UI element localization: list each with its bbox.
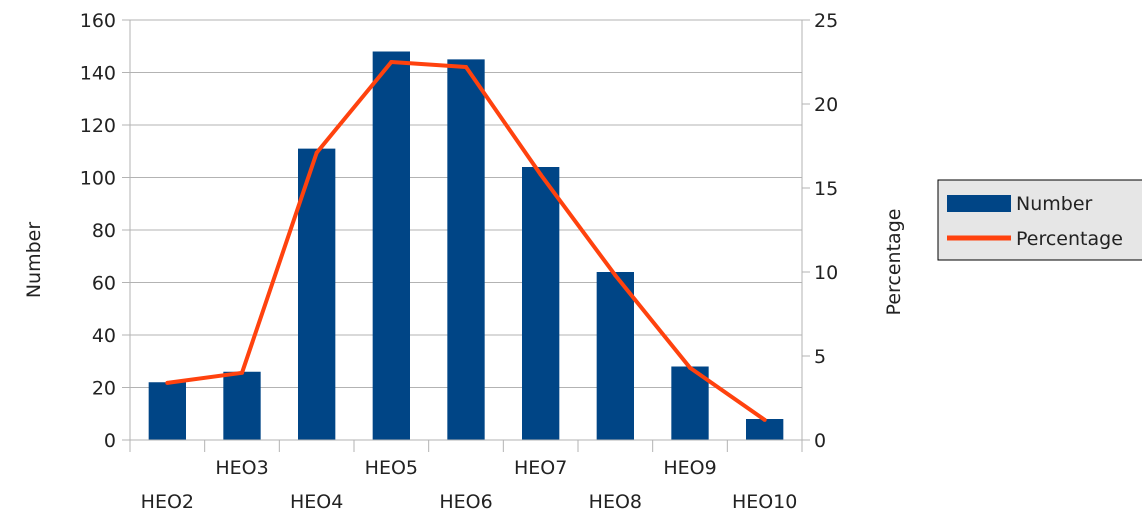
x-tick-label: HEO7 bbox=[514, 457, 567, 479]
line-point-heo4 bbox=[314, 150, 319, 155]
tick-labels: 0 20 40 60 80 100 120 140 160 0 5 10 15 20 25 HEO2 HEO3 H… bbox=[80, 10, 838, 513]
y-axis-title-right: Percentage bbox=[883, 209, 905, 316]
y-tick-label-left: 40 bbox=[92, 325, 116, 347]
y-tick-label-left: 140 bbox=[80, 63, 116, 85]
bar-heo6 bbox=[447, 59, 485, 440]
x-tick-label: HEO8 bbox=[589, 491, 642, 513]
legend: Number Percentage bbox=[937, 179, 1142, 261]
line-point-heo10 bbox=[762, 417, 767, 422]
y-tick-label-left: 80 bbox=[92, 220, 116, 242]
y-tick-label-left: 120 bbox=[80, 115, 116, 137]
y-tick-label-right: 0 bbox=[814, 430, 826, 452]
legend-label-number: Number bbox=[1016, 193, 1093, 215]
axes bbox=[122, 19, 810, 452]
legend-box bbox=[937, 179, 1142, 261]
bar-heo10 bbox=[746, 419, 784, 440]
bar-series-number bbox=[148, 51, 784, 440]
y-tick-label-left: 60 bbox=[92, 273, 116, 295]
line-point-heo3 bbox=[240, 370, 244, 375]
legend-swatch-number bbox=[947, 195, 1011, 212]
line-point-heo5 bbox=[389, 60, 394, 64]
bar-heo7 bbox=[522, 167, 560, 440]
line-point-heo9 bbox=[688, 365, 692, 370]
y-axis-title-left: Number bbox=[23, 222, 45, 299]
bar-heo2 bbox=[148, 382, 186, 440]
x-tick-label: HEO4 bbox=[290, 491, 343, 513]
x-tick-label: HEO6 bbox=[439, 491, 492, 513]
bar-heo5 bbox=[372, 51, 410, 440]
x-tick-label: HEO10 bbox=[732, 491, 797, 513]
bar-heo8 bbox=[596, 272, 634, 440]
line-point-heo7 bbox=[538, 172, 543, 177]
line-point-heo6 bbox=[464, 65, 468, 70]
y-tick-label-right: 20 bbox=[814, 94, 838, 116]
x-tick-label: HEO2 bbox=[141, 491, 194, 513]
y-tick-label-right: 10 bbox=[814, 262, 838, 284]
y-tick-label-left: 100 bbox=[80, 168, 116, 190]
y-tick-label-left: 0 bbox=[104, 430, 116, 452]
line-point-heo2 bbox=[165, 380, 170, 385]
x-tick-label: HEO5 bbox=[365, 457, 418, 479]
y-tick-label-left: 160 bbox=[80, 10, 116, 32]
y-tick-label-left: 20 bbox=[92, 378, 116, 400]
line-series-percentage bbox=[165, 60, 767, 422]
line-point-heo8 bbox=[613, 273, 618, 278]
x-tick-label: HEO9 bbox=[663, 457, 716, 479]
bar-heo4 bbox=[298, 148, 336, 440]
y-tick-label-right: 15 bbox=[814, 178, 838, 200]
x-tick-label: HEO3 bbox=[215, 457, 268, 479]
y-tick-label-right: 5 bbox=[814, 346, 826, 368]
y-tick-label-right: 25 bbox=[814, 10, 838, 32]
bar-heo3 bbox=[223, 371, 261, 440]
legend-label-percentage: Percentage bbox=[1016, 228, 1123, 250]
